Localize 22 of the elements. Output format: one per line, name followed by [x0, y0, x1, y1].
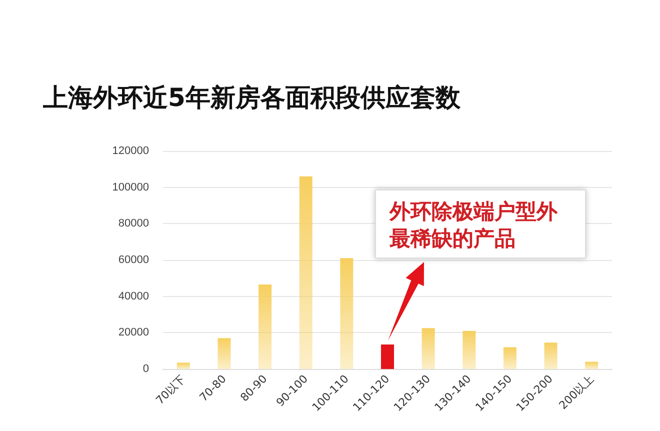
- bar: [422, 328, 435, 369]
- y-tick-label: 40000: [118, 290, 149, 302]
- y-tick-label: 120000: [112, 145, 149, 157]
- bar: [381, 344, 394, 369]
- y-tick-label: 100000: [112, 181, 149, 194]
- chart-title: 上海外环近5年新房各面积段供应套数: [42, 83, 462, 112]
- annotation: 外环除极端户型外最稀缺的产品: [388, 200, 558, 250]
- bar: [585, 362, 598, 369]
- y-tick-label: 20000: [118, 326, 149, 339]
- y-tick-label: 60000: [118, 254, 149, 266]
- x-tick-label: 70以下: [153, 372, 188, 408]
- bar: [218, 338, 231, 369]
- bar: [299, 176, 312, 369]
- y-tick-label: 0: [142, 363, 149, 375]
- bar: [544, 342, 558, 369]
- y-tick-label: 80000: [118, 218, 149, 230]
- bar: [340, 258, 354, 369]
- bar: [462, 330, 476, 369]
- bar: [176, 362, 190, 369]
- bar: [503, 347, 516, 369]
- x-tick-label: 200以上: [556, 372, 596, 412]
- bar: [258, 284, 272, 369]
